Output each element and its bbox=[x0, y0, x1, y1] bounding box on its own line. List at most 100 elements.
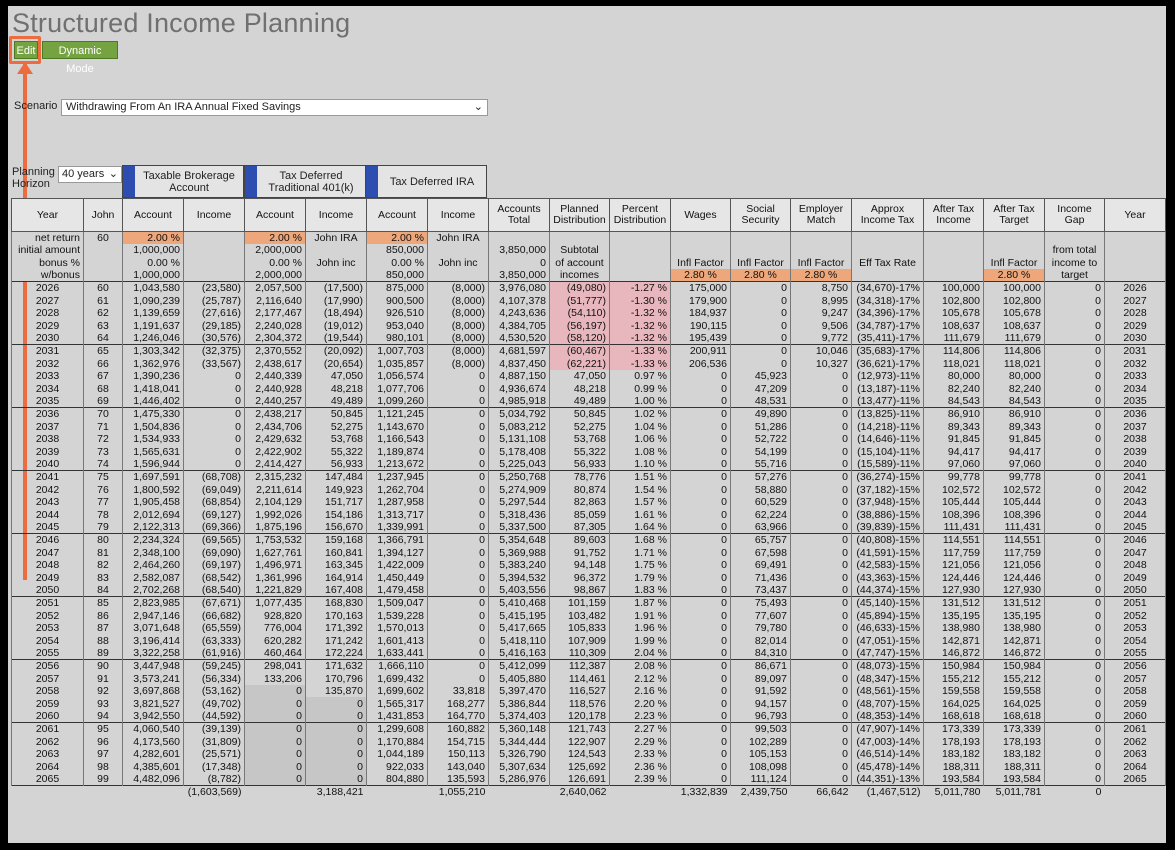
column-header: Employer Match bbox=[790, 198, 852, 232]
table-cell: (48,353)-14% bbox=[851, 710, 924, 723]
table-cell: (25,571) bbox=[183, 747, 245, 761]
table-cell: 4,060,540 bbox=[122, 722, 184, 736]
table-cell: 1.00 % bbox=[609, 395, 671, 408]
table-cell: 5,386,844 bbox=[488, 697, 550, 711]
table-cell: 1,121,245 bbox=[366, 407, 428, 421]
table-cell: 0 bbox=[790, 470, 852, 484]
table-cell: 1,450,449 bbox=[366, 571, 428, 585]
table-cell: 5,307,634 bbox=[488, 760, 550, 774]
table-cell: 8,995 bbox=[790, 294, 852, 308]
table-cell: 2065 bbox=[11, 773, 84, 786]
table-cell: 1,262,704 bbox=[366, 483, 428, 496]
tab-taxable-brokerage[interactable]: Taxable Brokerage Account bbox=[122, 165, 244, 198]
table-cell: 2029 bbox=[1104, 319, 1166, 333]
table-cell: (8,000) bbox=[427, 357, 489, 371]
input-cell[interactable]: 2.80 % bbox=[670, 269, 731, 282]
table-cell: 3,188,421 bbox=[305, 785, 367, 799]
table-cell: 67,598 bbox=[730, 546, 791, 559]
planning-horizon-select[interactable]: 40 years ⌄ bbox=[58, 166, 122, 183]
table-cell bbox=[851, 269, 924, 282]
table-cell: 1.75 % bbox=[609, 558, 671, 572]
table-cell: 111,124 bbox=[730, 773, 791, 786]
table-cell: 0 bbox=[427, 483, 489, 496]
table-cell: 2064 bbox=[1104, 760, 1166, 774]
table-cell: 0 bbox=[730, 307, 791, 320]
table-cell: 0 bbox=[1044, 735, 1105, 748]
table-cell: 135,870 bbox=[305, 684, 367, 698]
table-cell: 5,418,110 bbox=[488, 634, 550, 648]
table-cell: 5,337,500 bbox=[488, 521, 550, 534]
table-cell bbox=[609, 256, 671, 270]
table-cell: 1,055,210 bbox=[427, 785, 489, 799]
table-cell: 193,584 bbox=[923, 773, 984, 786]
table-cell: John IRA bbox=[305, 231, 367, 245]
input-cell[interactable]: 2.00 % bbox=[122, 231, 184, 245]
table-cell: (49,080) bbox=[549, 281, 610, 295]
input-cell[interactable]: 2.00 % bbox=[244, 231, 306, 245]
table-cell: 84 bbox=[83, 584, 123, 597]
table-cell: 147,484 bbox=[305, 470, 367, 484]
table-cell: 1,504,836 bbox=[122, 420, 184, 433]
table-cell: 2,582,087 bbox=[122, 571, 184, 585]
table-cell: 2035 bbox=[11, 395, 84, 408]
table-cell bbox=[549, 231, 610, 245]
edit-button[interactable]: Edit bbox=[14, 41, 38, 59]
table-cell: 53,768 bbox=[549, 433, 610, 446]
input-cell[interactable]: 2.80 % bbox=[730, 269, 791, 282]
table-cell bbox=[730, 244, 791, 257]
table-cell: John inc bbox=[427, 256, 489, 270]
table-cell: 5,225,043 bbox=[488, 458, 550, 471]
table-cell: 81 bbox=[83, 546, 123, 559]
table-cell: 2060 bbox=[11, 710, 84, 723]
table-cell: 82 bbox=[83, 558, 123, 572]
dynamic-mode-button[interactable]: Dynamic Mode bbox=[42, 41, 118, 75]
table-cell: (27,616) bbox=[183, 307, 245, 320]
table-row: 2039 73 1,565,631 0 2,422,902 55,322 1,189,874… bbox=[11, 445, 1166, 459]
table-cell: 193,584 bbox=[983, 773, 1045, 786]
scenario-value: Withdrawing From An IRA Annual Fixed Sav… bbox=[66, 101, 301, 113]
table-cell: 61 bbox=[83, 294, 123, 308]
table-cell: 70 bbox=[83, 407, 123, 421]
table-cell: 0 bbox=[790, 407, 852, 421]
table-cell: 49,890 bbox=[730, 407, 791, 421]
table-cell: 0 bbox=[1044, 319, 1105, 333]
table-cell: (20,654) bbox=[305, 357, 367, 371]
tab-tax-deferred-ira[interactable]: Tax Deferred IRA bbox=[365, 165, 487, 198]
table-cell: 0 bbox=[670, 382, 731, 396]
table-cell: 2.20 % bbox=[609, 697, 671, 711]
table-cell: 928,820 bbox=[244, 609, 306, 622]
scenario-select[interactable]: Withdrawing From An IRA Annual Fixed Sav… bbox=[61, 99, 488, 116]
table-cell: 2058 bbox=[1104, 684, 1166, 698]
table-cell: 0 bbox=[790, 621, 852, 635]
table-cell: 80,000 bbox=[923, 370, 984, 383]
table-cell: 0 bbox=[1044, 533, 1105, 547]
table-row: 2062 96 4,173,560 (31,809) 0 0 1,170,884 154,71… bbox=[11, 735, 1166, 748]
column-header: Income bbox=[183, 198, 245, 232]
table-cell: 1,627,761 bbox=[244, 546, 306, 559]
tab-traditional-401k[interactable]: Tax Deferred Traditional 401(k) bbox=[244, 165, 366, 198]
column-header: Income bbox=[305, 198, 367, 232]
table-row: 2063 97 4,282,601 (25,571) 0 0 1,044,189 150,11… bbox=[11, 747, 1166, 761]
table-cell: 112,387 bbox=[549, 659, 610, 673]
table-cell: 0 bbox=[488, 256, 550, 270]
table-cell: 188,311 bbox=[923, 760, 984, 774]
table-cell: 120,178 bbox=[549, 710, 610, 723]
table-cell: 2037 bbox=[11, 420, 84, 433]
input-cell[interactable]: 2.80 % bbox=[983, 269, 1045, 282]
input-cell[interactable]: 2.80 % bbox=[790, 269, 852, 282]
table-cell: 1,992,026 bbox=[244, 508, 306, 522]
column-header: Social Security bbox=[730, 198, 791, 232]
input-cell[interactable]: 2.00 % bbox=[366, 231, 428, 245]
table-cell bbox=[609, 244, 671, 257]
table-cell: 0 bbox=[670, 747, 731, 761]
table-cell: 87 bbox=[83, 621, 123, 635]
table-cell: 0 bbox=[244, 760, 306, 774]
table-cell: 94,157 bbox=[730, 697, 791, 711]
table-cell: (34,787)-17% bbox=[851, 319, 924, 333]
table-cell: 103,482 bbox=[549, 609, 610, 622]
table-cell: 65 bbox=[83, 344, 123, 358]
table-cell: 1,077,706 bbox=[366, 382, 428, 396]
table-cell: 2,104,129 bbox=[244, 495, 306, 509]
table-cell bbox=[11, 785, 84, 799]
table-cell: 0 bbox=[427, 445, 489, 459]
